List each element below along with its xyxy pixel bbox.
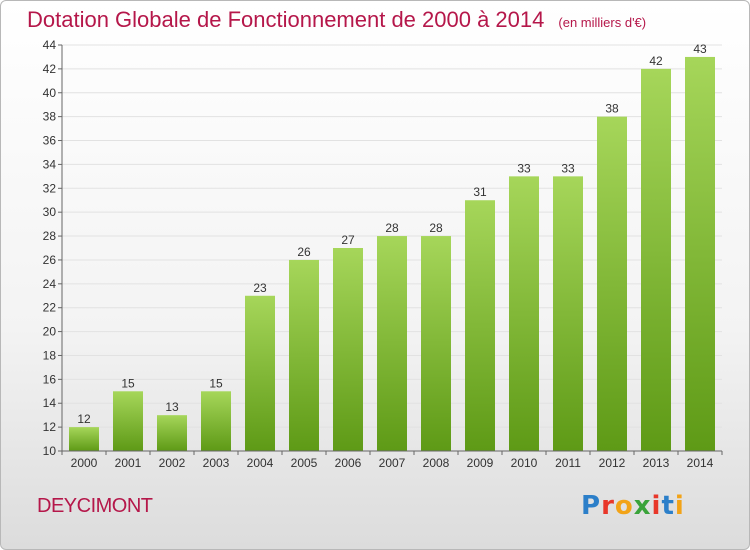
x-tick-label-2006: 2006 [335,456,362,470]
x-tick-label-2002: 2002 [159,456,186,470]
bar-2014 [685,56,715,452]
x-tick-label-2010: 2010 [511,456,538,470]
bar-2011 [553,176,583,451]
bar-2009 [465,200,495,451]
chart-subtitle: (en milliers d'€) [558,15,647,30]
x-tick-label-2013: 2013 [643,456,670,470]
bar-2006 [333,248,363,451]
x-tick-label-2009: 2009 [467,456,494,470]
x-tick-label-2005: 2005 [291,456,318,470]
x-tick-label-2011: 2011 [555,456,581,470]
x-tick-label-2014: 2014 [687,456,714,470]
data-label-2010: 33 [517,161,531,175]
bar-2001 [113,391,143,451]
x-tick-label-2001: 2001 [115,456,142,470]
y-tick-label: 20 [43,325,57,339]
brand-logo-letter: P [581,491,602,521]
chart-title: Dotation Globale de Fonctionnement de 20… [27,7,646,33]
brand-logo-letter: x [633,491,652,521]
data-label-2006: 27 [341,233,355,247]
bar-2012 [597,116,627,451]
y-tick-label: 36 [43,134,57,148]
y-tick-label: 22 [43,301,57,315]
data-label-2013: 42 [649,54,663,68]
x-tick-label-2008: 2008 [423,456,450,470]
data-label-2003: 15 [209,376,223,390]
bars [69,56,715,452]
y-tick-label: 26 [43,253,57,267]
y-axis-ticks: 10 12 14 16 18 20 22 24 26 28 30 32 34 36 38 40 42 44 [43,38,62,458]
data-label-2014: 43 [693,42,707,56]
y-tick-label: 30 [43,205,57,219]
data-label-2008: 28 [429,221,443,235]
data-label-2000: 12 [77,412,91,426]
data-label-2007: 28 [385,221,399,235]
x-tick-label-2000: 2000 [71,456,98,470]
data-labels: 12 15 13 15 23 26 27 28 28 31 33 33 38 42 43 [77,42,707,426]
bar-2002 [157,415,187,451]
data-label-2011: 33 [561,161,575,175]
brand-logo-letter: o [614,491,634,521]
data-label-2004: 23 [253,281,267,295]
brand-logo-letter: i [674,491,685,521]
y-tick-label: 32 [43,181,57,195]
x-tick-label-2007: 2007 [379,456,406,470]
axes [61,45,722,452]
data-label-2005: 26 [297,245,311,259]
bar-2010 [509,176,539,451]
brand-logo-letter: t [661,491,675,521]
y-tick-label: 14 [43,396,57,410]
y-tick-label: 44 [43,38,57,52]
brand-logo-letter: i [651,491,662,521]
y-tick-label: 40 [43,86,57,100]
bar-2003 [201,391,231,451]
x-tick-label-2012: 2012 [599,456,626,470]
y-tick-label: 16 [43,372,57,386]
bar-2008 [421,236,451,451]
y-tick-label: 10 [43,444,57,458]
data-label-2009: 31 [473,185,487,199]
data-label-2012: 38 [605,102,619,116]
bar-2005 [289,259,319,451]
y-tick-label: 12 [43,420,57,434]
bar-2000 [69,427,99,451]
bar-2004 [245,295,275,451]
x-tick-label-2003: 2003 [203,456,230,470]
data-label-2002: 13 [165,400,179,414]
bar-2013 [641,68,671,451]
brand-logo-letter: r [601,491,615,521]
y-tick-label: 28 [43,229,57,243]
brand-logo[interactable]: Proxiti [581,491,685,521]
y-tick-label: 18 [43,348,57,362]
y-tick-label: 34 [43,157,57,171]
x-tick-label-2004: 2004 [247,456,274,470]
chart-title-text: Dotation Globale de Fonctionnement de 20… [27,7,545,32]
bar-2007 [377,236,407,451]
data-label-2001: 15 [121,376,135,390]
y-tick-label: 24 [43,277,57,291]
y-tick-label: 42 [43,62,57,76]
commune-name: DEYCIMONT [37,495,153,517]
y-tick-label: 38 [43,110,57,124]
x-axis-ticks: 2000 2001 2002 2003 2004 2005 2006 2007 2008 2009… [61,451,723,470]
